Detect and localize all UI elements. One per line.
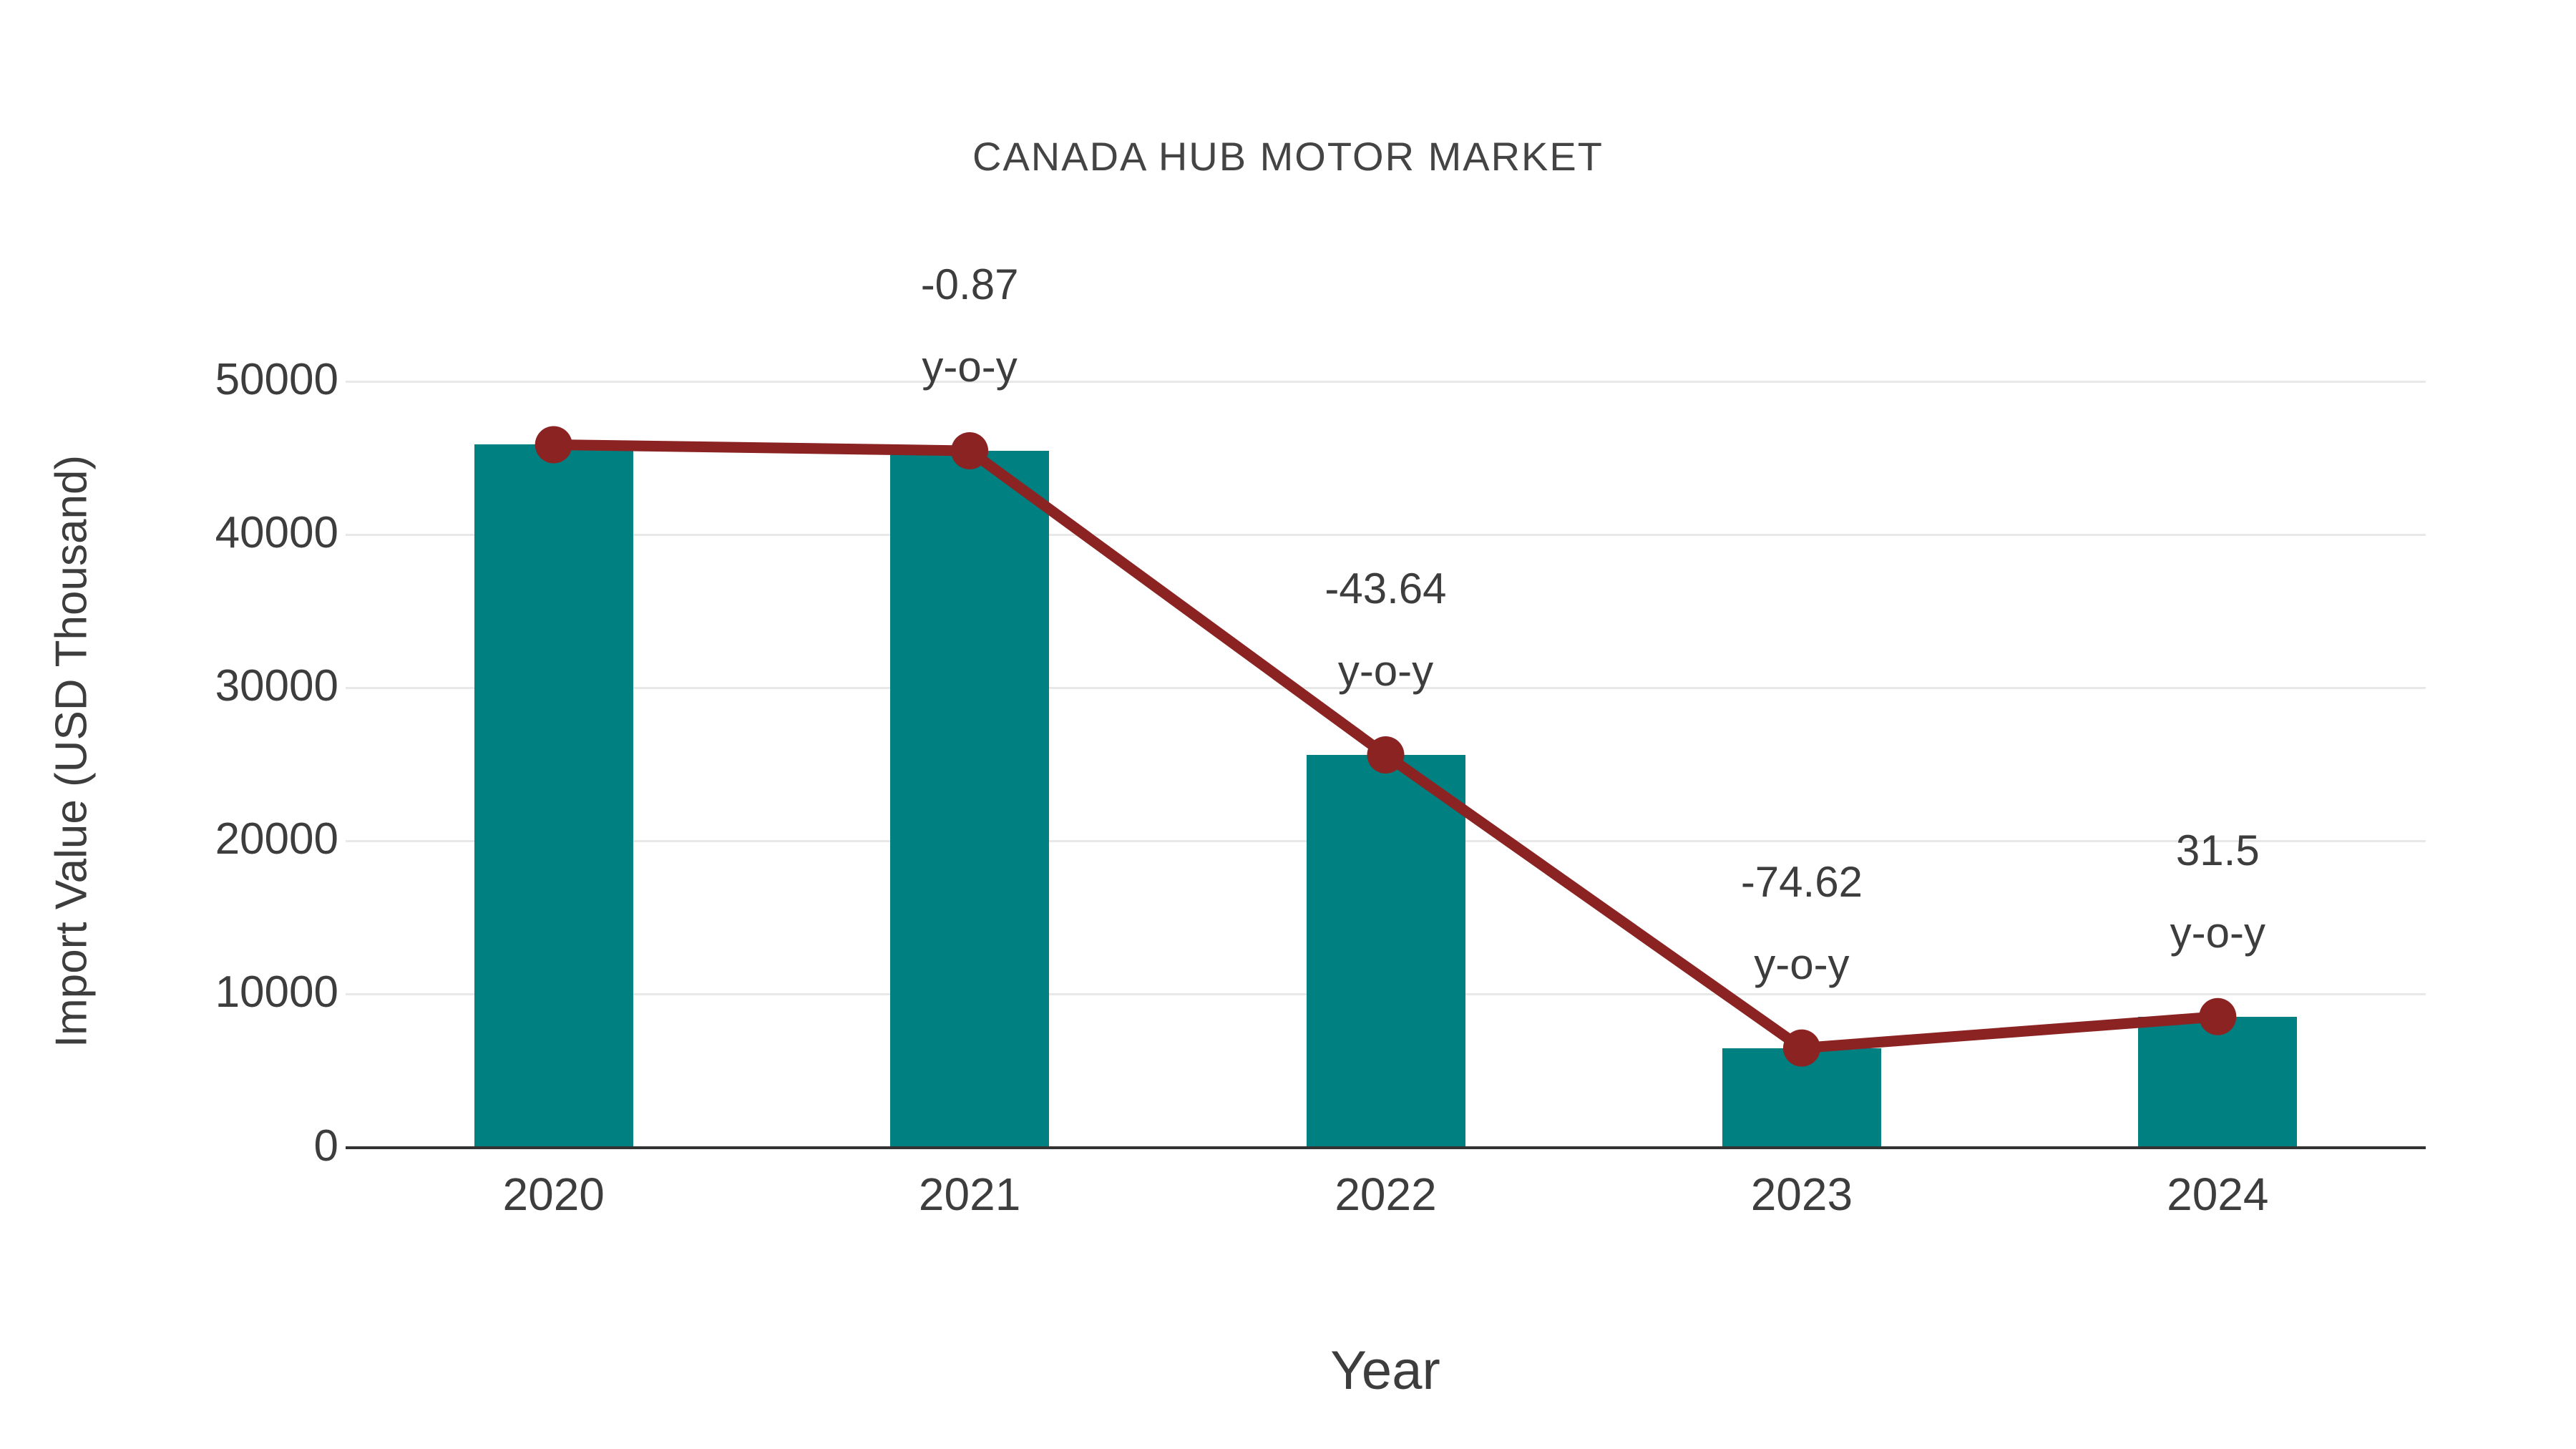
yoy-annotation: 31.5 y-o-y	[2031, 809, 2404, 974]
x-axis-line	[346, 1146, 2426, 1149]
x-axis-tick-label: 2020	[502, 1169, 605, 1220]
bar	[2138, 1016, 2298, 1148]
yoy-label: y-o-y	[2170, 908, 2265, 957]
y-axis-tick-label: 50000	[215, 354, 338, 404]
yoy-label: y-o-y	[922, 343, 1018, 391]
bar	[890, 451, 1050, 1148]
yoy-value: -0.87	[920, 260, 1019, 309]
gridline	[346, 380, 2426, 383]
bar	[474, 444, 633, 1148]
data-point-marker	[2199, 997, 2237, 1035]
data-point-marker	[1782, 1029, 1820, 1067]
bar	[1306, 755, 1465, 1148]
x-axis-tick-label: 2021	[918, 1169, 1021, 1220]
data-point-marker	[535, 426, 572, 464]
x-axis-tick-label: 2024	[2167, 1169, 2269, 1220]
data-point-marker	[951, 432, 989, 470]
yoy-value: -43.64	[1324, 565, 1447, 613]
y-axis-tick-label: 20000	[215, 814, 338, 864]
yoy-annotation: -43.64 y-o-y	[1200, 547, 1572, 712]
x-axis-tick-label: 2023	[1750, 1169, 1853, 1220]
yoy-annotation: -0.87 y-o-y	[784, 243, 1156, 408]
yoy-annotation: -74.62 y-o-y	[1616, 841, 1988, 1005]
yoy-value: 31.5	[2175, 826, 2260, 874]
yoy-value: -74.62	[1740, 857, 1863, 906]
y-axis-tick-label: 10000	[215, 967, 338, 1018]
gridline	[346, 533, 2426, 536]
x-axis-tick-label: 2022	[1335, 1169, 1437, 1220]
chart-title: CANADA HUB MOTOR MARKET	[972, 134, 1604, 179]
y-axis-tick-label: 30000	[215, 660, 338, 711]
y-axis-tick-label: 0	[313, 1121, 338, 1171]
gridline	[346, 686, 2426, 689]
data-point-marker	[1367, 736, 1405, 774]
x-axis-title: Year	[1330, 1340, 1440, 1401]
y-axis-tick-label: 40000	[215, 507, 338, 557]
yoy-label: y-o-y	[1754, 940, 1850, 988]
yoy-label: y-o-y	[1337, 647, 1434, 695]
